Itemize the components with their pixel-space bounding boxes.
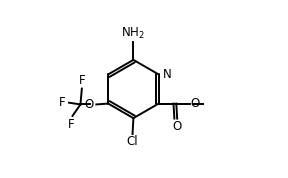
Text: O: O xyxy=(85,98,94,111)
Text: F: F xyxy=(67,118,74,131)
Text: Cl: Cl xyxy=(127,135,138,148)
Text: O: O xyxy=(173,120,182,133)
Text: NH$_2$: NH$_2$ xyxy=(122,26,145,41)
Text: F: F xyxy=(59,96,65,109)
Text: F: F xyxy=(79,75,85,88)
Text: O: O xyxy=(190,97,199,110)
Text: N: N xyxy=(162,68,171,81)
